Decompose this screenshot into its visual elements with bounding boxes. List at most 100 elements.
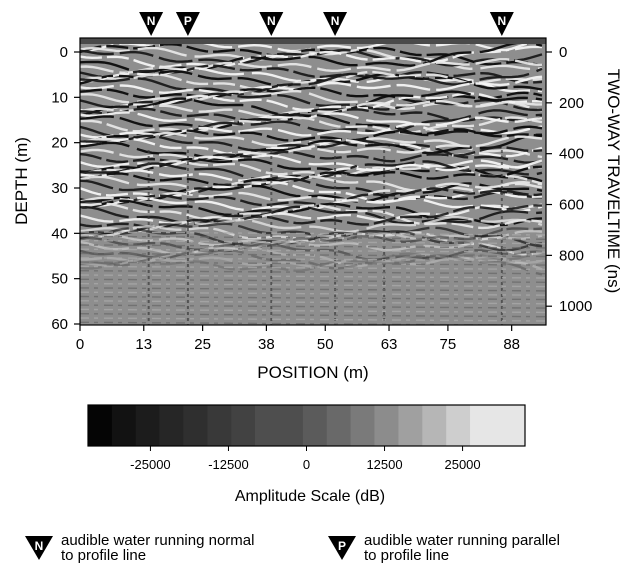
marker-label: N [267, 14, 276, 28]
deep-texture-line [80, 257, 546, 262]
deep-texture-line [80, 239, 546, 245]
reflector-band [80, 135, 543, 161]
reflector-band [80, 67, 543, 96]
colorbar-cell [374, 405, 399, 446]
colorbar-ticks: -25000 -12500 0 12500 25000 [130, 446, 481, 472]
reflector-band [80, 128, 543, 144]
colorbar-cell [231, 405, 256, 446]
plot-frame [79, 37, 547, 326]
colorbar-cell [88, 405, 113, 446]
colorbar-cell [255, 405, 304, 446]
colorbar-tick-label: -25000 [130, 457, 170, 472]
reflector-band [80, 145, 543, 164]
x-axis: 0 13 25 38 50 63 75 88 [76, 325, 520, 353]
triangle-p-icon [175, 12, 200, 36]
x-tick-label: 63 [381, 336, 398, 353]
colorbar-cell [446, 405, 471, 446]
reflector-band [80, 114, 543, 137]
y-tick-label: 30 [51, 180, 68, 197]
reflector-band [80, 204, 543, 229]
colorbar-cell [135, 405, 160, 446]
y2-tick-label: 0 [559, 44, 567, 61]
marker-label: P [184, 14, 192, 28]
colorbar-cell [350, 405, 375, 446]
y2-tick-label: 400 [559, 146, 584, 163]
surface-band [80, 38, 546, 44]
triangle-n-icon [259, 12, 284, 36]
deep-texture-line [80, 287, 546, 292]
colorbar-title: Amplitude Scale (dB) [235, 488, 385, 505]
deep-texture-line [80, 282, 546, 288]
deep-texture-line [80, 304, 546, 309]
colorbar: -25000 -12500 0 12500 25000 Amplitude Scale … [87, 404, 526, 505]
reflector-band [80, 229, 543, 247]
reflector-band [80, 202, 543, 230]
deep-texture-line [80, 265, 546, 271]
deep-texture-line [80, 244, 546, 249]
deep-texture-line [80, 295, 546, 301]
colorbar-cell [398, 405, 423, 446]
x-tick-label: 0 [76, 336, 84, 353]
reflector-band [80, 99, 543, 118]
svg-text:N: N [35, 539, 44, 553]
reflector-band [80, 42, 543, 67]
reflector-band [80, 133, 543, 161]
reflector-band [80, 234, 543, 256]
x-tick-label: 50 [317, 336, 334, 353]
legend-text-parallel: audible water running parallel to profil… [364, 532, 560, 564]
deep-texture-line [80, 313, 546, 318]
deep-texture-line [80, 252, 546, 258]
colorbar-cell [207, 405, 232, 446]
marker-n: N [139, 12, 164, 36]
reflector-band [80, 40, 543, 69]
reflector-band [80, 216, 543, 234]
reflector-band [80, 46, 543, 71]
reflector-band [80, 205, 543, 226]
triangle-n-icon [139, 12, 164, 36]
reflector-band [80, 41, 543, 74]
reflector-band [80, 178, 543, 201]
svg-text:P: P [338, 539, 346, 553]
y-axis-traveltime: 0 200 400 600 800 1000 [546, 44, 592, 315]
y-tick-label: 0 [60, 44, 68, 61]
colorbar-tick-label: 25000 [444, 457, 480, 472]
legend-text-normal: audible water running normal to profile … [61, 532, 255, 564]
legend-item-normal: N audible water running normal to profil… [24, 533, 324, 571]
y-axis-title: DEPTH (m) [12, 137, 31, 225]
x-tick-label: 38 [258, 336, 275, 353]
x-tick-label: 13 [135, 336, 152, 353]
y2-axis-title: TWO-WAY TRAVELTIME (ns) [604, 69, 623, 293]
reflector-band [80, 116, 543, 139]
deep-texture-line [80, 300, 546, 305]
colorbar-cell [111, 405, 137, 446]
legend-item-parallel: P audible water running parallel to prof… [327, 533, 627, 571]
colorbar-cells [88, 405, 526, 446]
x-tick-label: 75 [440, 336, 457, 353]
colorbar-cell [302, 405, 328, 446]
colorbar-cell [326, 405, 351, 446]
reflector-band [80, 64, 543, 84]
y2-tick-label: 600 [559, 197, 584, 214]
y-tick-label: 40 [51, 225, 68, 242]
reflector-band [80, 187, 543, 207]
marker-label: N [331, 14, 340, 28]
colorbar-tick-label: 0 [303, 457, 310, 472]
deep-texture-line [80, 317, 546, 322]
reflector-band [80, 175, 543, 192]
reflector-band [80, 92, 543, 112]
marker-label: N [147, 14, 156, 28]
deep-texture-line [80, 261, 546, 266]
y-tick-label: 60 [51, 316, 68, 333]
x-tick-label: 88 [503, 336, 520, 353]
marker-p: P [175, 12, 200, 36]
deep-texture-line [80, 235, 546, 240]
y-tick-label: 50 [51, 271, 68, 288]
colorbar-cell [470, 405, 526, 446]
y2-tick-label: 1000 [559, 298, 592, 315]
x-axis-title: POSITION (m) [257, 363, 368, 382]
y-tick-label: 20 [51, 135, 68, 152]
triangle-n-icon [489, 12, 514, 36]
y2-tick-label: 200 [559, 95, 584, 112]
reflector-band [80, 86, 543, 103]
